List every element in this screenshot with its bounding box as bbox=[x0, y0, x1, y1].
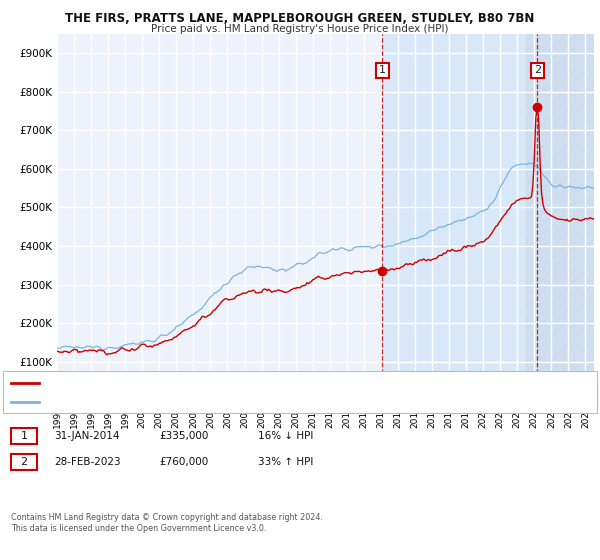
Text: £335,000: £335,000 bbox=[159, 431, 208, 441]
Bar bbox=[526, 34, 594, 400]
Text: THE FIRS, PRATTS LANE, MAPPLEBOROUGH GREEN, STUDLEY, B80 7BN (detached house: THE FIRS, PRATTS LANE, MAPPLEBOROUGH GRE… bbox=[43, 379, 426, 388]
Text: 28-FEB-2023: 28-FEB-2023 bbox=[54, 457, 121, 467]
Text: 16% ↓ HPI: 16% ↓ HPI bbox=[258, 431, 313, 441]
Text: 33% ↑ HPI: 33% ↑ HPI bbox=[258, 457, 313, 467]
Text: Price paid vs. HM Land Registry's House Price Index (HPI): Price paid vs. HM Land Registry's House … bbox=[151, 24, 449, 34]
Text: 2: 2 bbox=[533, 66, 541, 75]
Bar bbox=[382, 34, 594, 400]
Text: HPI: Average price, detached house, Stratford-on-Avon: HPI: Average price, detached house, Stra… bbox=[43, 397, 280, 406]
Text: Contains HM Land Registry data © Crown copyright and database right 2024.: Contains HM Land Registry data © Crown c… bbox=[11, 513, 323, 522]
Text: This data is licensed under the Open Government Licence v3.0.: This data is licensed under the Open Gov… bbox=[11, 524, 266, 533]
Text: 31-JAN-2014: 31-JAN-2014 bbox=[54, 431, 119, 441]
Text: THE FIRS, PRATTS LANE, MAPPLEBOROUGH GREEN, STUDLEY, B80 7BN: THE FIRS, PRATTS LANE, MAPPLEBOROUGH GRE… bbox=[65, 12, 535, 25]
Text: £760,000: £760,000 bbox=[159, 457, 208, 467]
Text: 1: 1 bbox=[20, 431, 28, 441]
Text: 2: 2 bbox=[20, 457, 28, 467]
Text: 1: 1 bbox=[379, 66, 386, 75]
